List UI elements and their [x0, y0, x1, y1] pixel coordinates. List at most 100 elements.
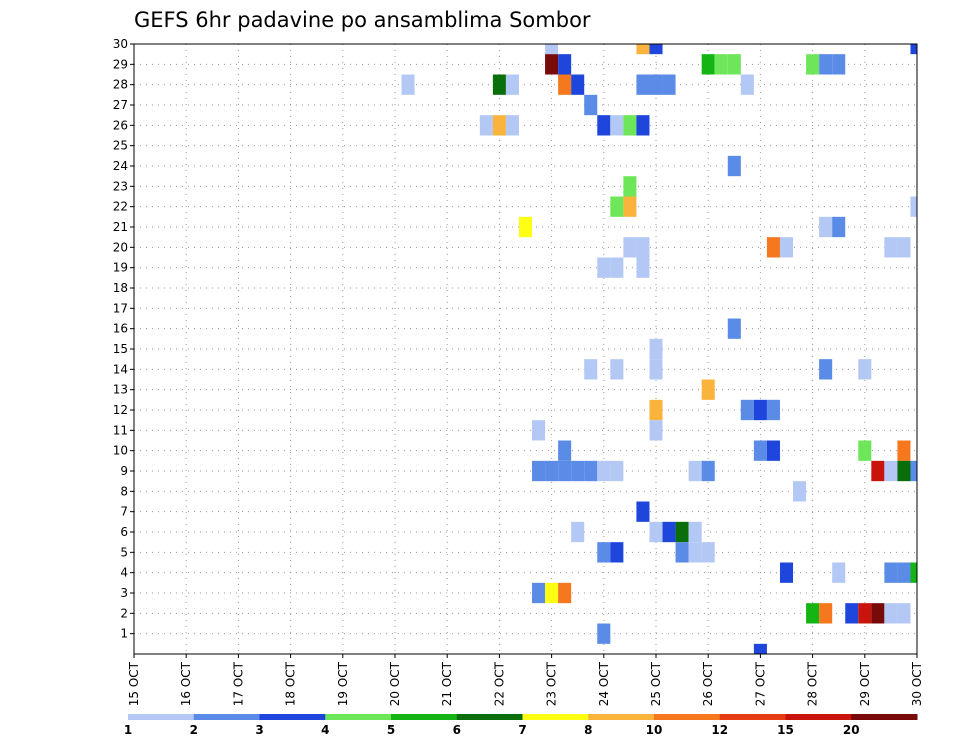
precip-cell — [675, 542, 689, 563]
precip-cell — [610, 115, 624, 136]
precip-cell — [597, 542, 611, 563]
precip-cell — [610, 460, 624, 482]
legend-label: 12 — [711, 723, 728, 737]
y-tick-label: 26 — [113, 118, 128, 132]
precip-cell — [623, 115, 637, 136]
precip-cell — [701, 379, 715, 400]
precip-cells — [401, 44, 917, 654]
precip-cell — [910, 562, 917, 583]
precip-cell — [479, 115, 493, 136]
y-tick-label: 9 — [120, 464, 128, 478]
precip-cell — [779, 237, 794, 258]
precip-cell — [636, 74, 650, 95]
precip-cell — [636, 237, 650, 258]
precip-cell — [858, 359, 872, 380]
legend-swatch — [851, 714, 918, 720]
precip-cell — [897, 237, 911, 258]
plot-frame — [133, 43, 918, 655]
legend-swatch — [456, 714, 523, 720]
precip-cell — [832, 562, 846, 583]
y-tick-label: 20 — [113, 240, 128, 254]
legend-label: 1 — [124, 723, 132, 737]
precip-cell — [910, 460, 917, 482]
precip-cell — [819, 54, 833, 75]
precip-cell — [610, 542, 624, 563]
precip-cell — [766, 440, 780, 461]
x-tick-label: 21 OCT — [440, 661, 454, 706]
legend-label: 7 — [518, 723, 526, 737]
precip-cell — [492, 115, 506, 136]
precip-cell — [688, 460, 702, 482]
precip-cell — [897, 603, 911, 624]
y-tick-label: 2 — [120, 606, 128, 620]
precip-cell — [558, 582, 572, 604]
legend-swatch — [588, 714, 655, 720]
precip-cell — [779, 562, 794, 583]
legend-label: 20 — [843, 723, 860, 737]
precip-cell — [766, 237, 780, 258]
y-tick-label: 24 — [113, 159, 128, 173]
precip-cell — [845, 603, 859, 624]
precip-cell — [571, 74, 585, 95]
precip-cell — [897, 460, 911, 482]
precip-cell — [740, 74, 754, 95]
precip-cell — [727, 54, 741, 75]
precip-cell — [884, 603, 898, 624]
precip-cell — [832, 54, 846, 75]
precip-cell — [714, 54, 728, 75]
precip-cell — [701, 460, 715, 482]
x-tick-label: 26 OCT — [701, 661, 715, 706]
y-tick-label: 27 — [113, 98, 128, 112]
precip-cell — [623, 196, 637, 217]
precip-cell — [571, 460, 585, 482]
x-tick-label: 28 OCT — [806, 661, 820, 706]
precip-cell — [897, 440, 911, 461]
y-tick-label: 25 — [113, 139, 128, 153]
y-tick-label: 8 — [120, 484, 128, 498]
precip-cell — [532, 420, 546, 441]
precip-cell — [884, 237, 898, 258]
legend-swatch — [259, 714, 326, 720]
precip-cell — [753, 399, 767, 421]
legend-label: 15 — [777, 723, 794, 737]
precip-cell — [584, 94, 598, 116]
precip-cell — [584, 359, 598, 380]
precip-cell — [649, 74, 663, 95]
y-tick-label: 18 — [113, 281, 128, 295]
y-tick-label: 1 — [120, 627, 128, 641]
y-tick-label: 5 — [120, 545, 128, 559]
precip-cell — [505, 74, 519, 95]
y-tick-label: 19 — [113, 261, 128, 275]
precip-cell — [571, 521, 585, 543]
precip-cell — [532, 460, 546, 482]
y-tick-label: 10 — [113, 444, 128, 458]
y-tick-label: 22 — [113, 200, 128, 214]
x-tick-label: 29 OCT — [858, 661, 872, 706]
precip-cell — [545, 582, 559, 604]
precip-cell — [871, 460, 885, 482]
legend-label: 8 — [584, 723, 592, 737]
precip-cell — [492, 74, 506, 95]
grid-lines — [133, 43, 918, 654]
precip-cell — [858, 440, 872, 461]
precip-cell — [636, 115, 650, 136]
precip-cell — [558, 54, 572, 75]
legend-swatch — [128, 714, 195, 720]
x-tick-label: 27 OCT — [753, 661, 767, 706]
y-tick-label: 17 — [113, 301, 128, 315]
y-tick-label: 23 — [113, 179, 128, 193]
legend-label: 2 — [190, 723, 198, 737]
precip-cell — [597, 115, 611, 136]
precip-cell — [597, 257, 611, 278]
precip-cell — [832, 216, 846, 238]
y-tick-label: 16 — [113, 322, 128, 336]
precip-cell — [884, 562, 898, 583]
legend-label: 5 — [387, 723, 395, 737]
legend-swatch — [391, 714, 458, 720]
y-tick-label: 6 — [120, 525, 128, 539]
precip-cell — [518, 216, 533, 238]
precip-cell — [597, 460, 611, 482]
y-tick-label: 4 — [120, 566, 128, 580]
precip-cell — [545, 44, 559, 55]
precip-cell — [649, 338, 663, 360]
